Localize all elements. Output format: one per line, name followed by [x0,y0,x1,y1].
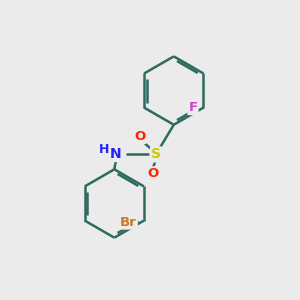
Text: N: N [110,148,122,161]
Text: Br: Br [120,216,137,229]
Text: F: F [188,101,197,114]
Text: S: S [151,148,161,161]
Text: H: H [99,142,110,156]
Text: O: O [134,130,145,143]
Text: O: O [147,167,159,180]
